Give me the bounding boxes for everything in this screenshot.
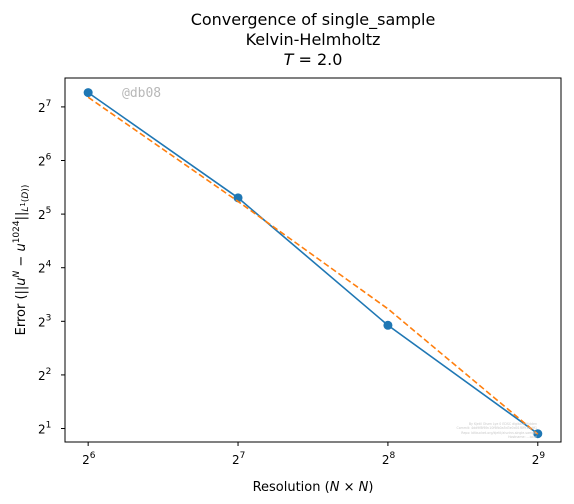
x-tick-label: 27 (232, 451, 245, 467)
y-tick-label: 25 (38, 206, 51, 222)
x-tick-label: 29 (532, 451, 546, 467)
y-tick-label: 21 (38, 421, 51, 437)
y-tick-label: 24 (38, 260, 52, 276)
y-tick-label: 23 (38, 313, 51, 329)
x-tick-label: 26 (82, 451, 96, 467)
fine-print-block: By Kjetil Olsen Lye 0 EDSC digital.s Hid… (457, 422, 538, 439)
series-1-point (233, 193, 243, 203)
chart-title-line-3: T = 2.0 (284, 50, 343, 69)
fine-print-line-1: By Kjetil Olsen Lye 0 EDSC digital.s Hid… (469, 422, 537, 426)
fine-print-line-4: Hostname: ...local (508, 435, 537, 439)
y-tick-label: 22 (38, 367, 51, 383)
chart-title-line-1: Convergence of single_sample (191, 10, 436, 30)
series-1-point (83, 88, 93, 98)
series-1-point (383, 320, 393, 330)
x-tick-label: 28 (382, 451, 396, 467)
axis-ticks: 26 27 28 29 21 22 23 24 25 26 27 (38, 99, 545, 467)
fine-print-line-2: Commit: 4dd9f8f69c10f6fb0a5d3e0d01f8f91e… (457, 426, 538, 430)
watermark-text: @db08 (122, 86, 161, 101)
series-2-line (87, 96, 539, 435)
chart-title-line-2: Kelvin-Helmholtz (246, 30, 381, 49)
x-axis-label: Resolution (N × N) (253, 480, 374, 495)
series-layer (83, 88, 543, 439)
fine-print-line-3: Repo: bitbucket.org/kjetil/alsvinn-singl… (461, 431, 537, 435)
y-tick-label: 27 (38, 99, 51, 115)
y-axis-label: Error (||uN − u1024||L1(D)) (12, 185, 31, 336)
series-1-line (87, 91, 539, 435)
plot-area-frame (64, 77, 562, 443)
y-tick-label: 26 (38, 153, 52, 169)
